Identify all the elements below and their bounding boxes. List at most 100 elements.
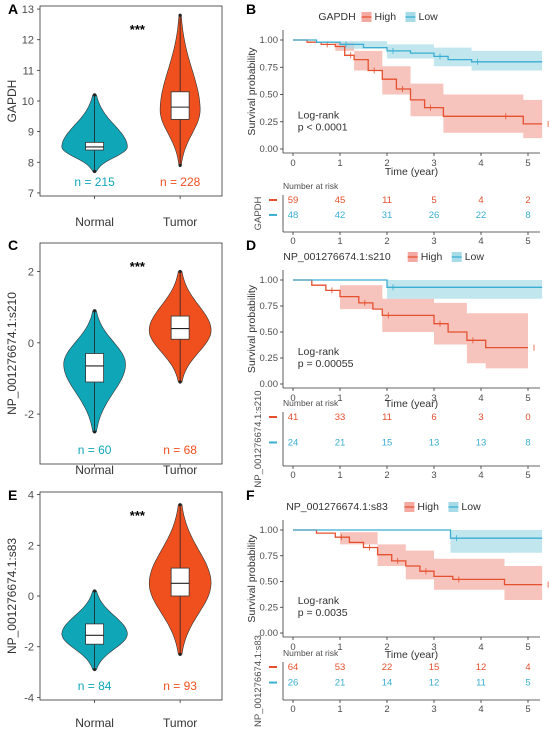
risk-count: 13 [476,437,487,448]
survival-curve-low [293,39,543,63]
box-tumor [170,567,190,597]
km-panel-D: D NP_001276674.1:s210 High Low 0.00 0.25 0.50 0… [246,237,543,488]
n-label: n = 215 [74,175,115,189]
y-tick-label: 1.00 [260,35,279,46]
y-axis-label: NP_001276674.1:s83 [5,538,19,654]
risk-count: 11 [476,678,486,689]
significance-label: *** [130,508,146,523]
y-tick-label: 1.00 [260,275,279,286]
km-title: NP_001276674.1:s210 [283,251,391,263]
risk-y-label: NP_001276674.1:s210 [253,390,264,487]
ci-band-low [293,530,543,553]
x-tick-label: Normal [75,215,114,229]
risk-x-tick-label: 1 [337,470,342,481]
box-tumor [170,91,190,120]
risk-count: 31 [382,210,393,221]
x-tick-label: Normal [75,716,114,730]
outlier-point [178,652,182,656]
risk-title: Number at risk [283,648,339,658]
outlier-point [178,163,182,167]
panel-label: F [246,487,255,503]
y-tick-label: 0.25 [260,117,279,128]
x-axis-label: Time (year) [385,398,438,410]
y-tick-label: 0.50 [260,327,279,338]
km-panel-F: F NP_001276674.1:s83 High Low 0.00 0.25 0.50 0.… [246,487,549,727]
risk-count: 59 [288,195,299,206]
y-tick-label: 0 [28,338,34,350]
y-axis-label: Survival probability [246,47,258,136]
x-tick-label: 2 [384,158,389,169]
risk-count: 13 [429,437,440,448]
risk-count: 42 [335,210,346,221]
ci-band-high [293,280,528,369]
risk-count: 24 [288,437,299,448]
risk-count: 0 [525,412,530,423]
x-tick-label: Normal [75,463,114,477]
logrank-label: Log-rank [298,595,340,607]
outlier-point [93,589,97,593]
legend-label: High [417,501,439,513]
y-tick-label: 0.75 [260,62,279,73]
y-tick-label: 4 [28,490,34,502]
risk-title: Number at risk [283,398,339,408]
risk-x-tick-label: 2 [384,236,389,247]
x-tick-label: 5 [525,393,530,404]
x-tick-label: Tumor [163,463,197,477]
outlier-point [178,13,182,17]
risk-count: 48 [288,210,299,221]
pvalue-label: p = 0.0035 [298,607,348,619]
y-axis-label: NP_001276674.1:s210 [5,292,19,415]
y-tick-label: -2 [24,409,34,421]
box-tumor [170,315,190,340]
pvalue-label: p = 0.00055 [298,358,354,370]
risk-count: 21 [335,678,346,689]
risk-count: 12 [429,678,440,689]
legend-label: Low [465,251,485,263]
x-axis-label: Time (year) [385,166,438,178]
x-tick-label: Tumor [163,215,197,229]
n-label: n = 68 [163,443,197,457]
y-axis-label: Survival probability [246,284,258,373]
risk-x-tick-label: 3 [431,236,436,247]
risk-y-label: NP_001276674.1:s83 [253,635,264,727]
legend-label: High [421,251,443,263]
risk-count: 53 [335,662,346,673]
y-tick-label: 0 [28,591,34,603]
y-tick-label: 0.00 [260,144,279,155]
x-tick-label: 1 [337,642,342,653]
risk-x-tick-label: 4 [478,470,483,481]
y-tick-label: 12 [22,35,34,47]
panel-label: B [246,1,256,17]
risk-count: 5 [431,195,436,206]
km-title: NP_001276674.1:s83 [286,501,388,513]
box-normal [85,353,104,383]
y-tick-label: 0.50 [260,90,279,101]
ci-band-high [293,40,543,139]
outlier-point [93,309,97,313]
risk-count: 4 [525,662,530,673]
x-tick-label: 3 [431,158,436,169]
risk-x-tick-label: 4 [478,704,483,715]
survival-curve-low [293,529,543,539]
y-tick-label: 2 [28,267,34,279]
risk-count: 41 [288,412,299,423]
risk-count: 5 [525,678,530,689]
risk-count: 4 [478,195,483,206]
y-tick-label: 13 [22,4,34,16]
panel-label: C [8,237,18,253]
violin-panel-E: E -4 -2 0 2 4 NP_001276674.1:s83 Normal n = 84 Tu… [5,487,223,730]
risk-count: 26 [429,210,440,221]
risk-x-tick-label: 0 [290,470,295,481]
km-title: GAPDH [318,11,355,23]
y-axis-label: Survival probability [246,534,258,623]
risk-count: 3 [478,412,483,423]
n-label: n = 228 [160,175,201,189]
panel-label: A [8,1,18,17]
x-tick-label: 3 [431,393,436,404]
outlier-point [178,269,182,274]
risk-count: 33 [335,412,346,423]
survival-curve-high [293,279,528,349]
risk-count: 11 [382,195,392,206]
panel-label: E [8,487,17,503]
